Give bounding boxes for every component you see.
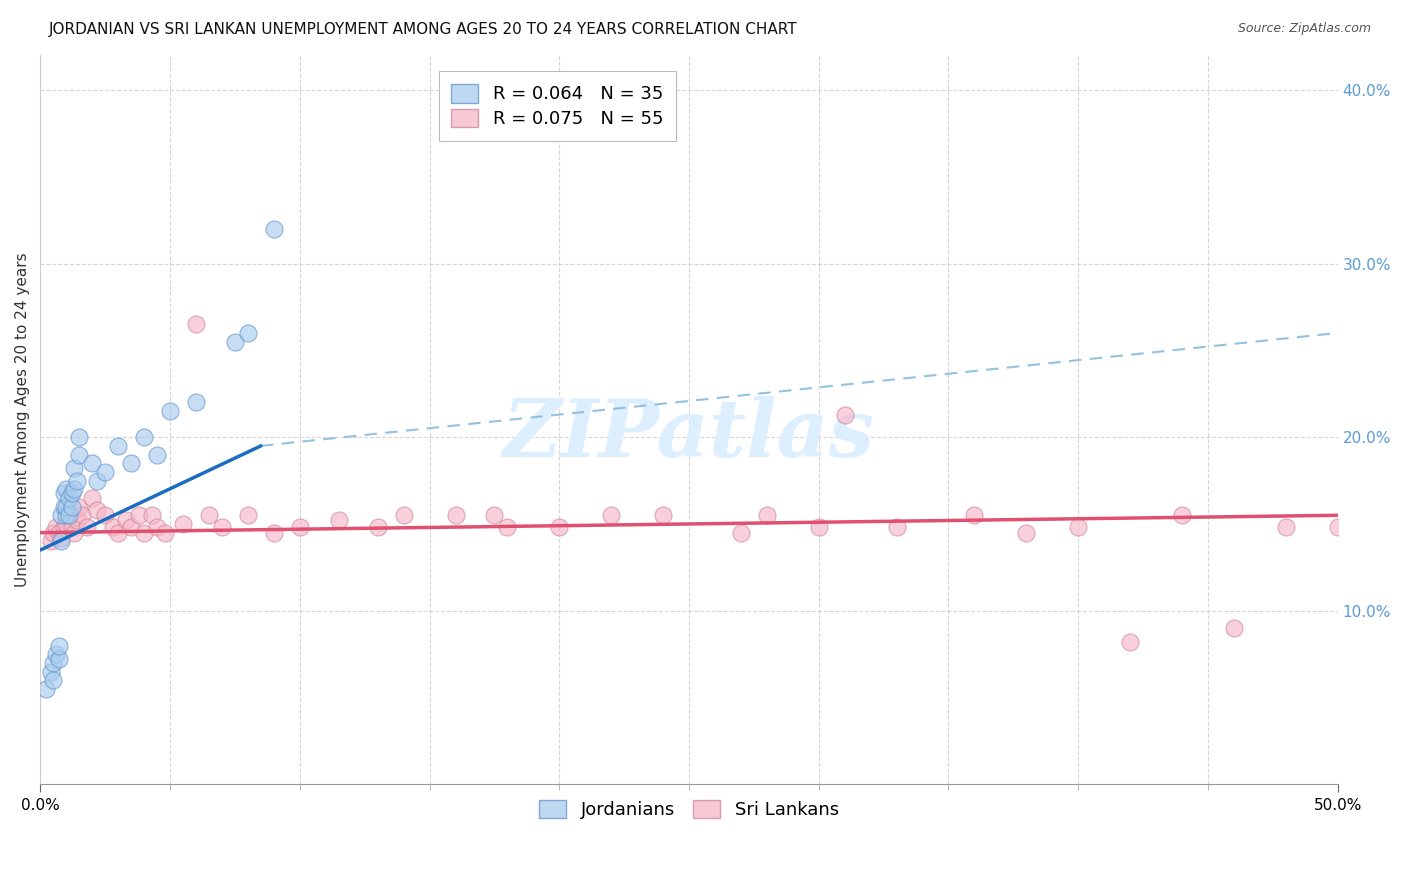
Point bbox=[886, 520, 908, 534]
Point bbox=[67, 448, 90, 462]
Point bbox=[58, 508, 80, 523]
Text: ZIPatlas: ZIPatlas bbox=[503, 396, 875, 473]
Point bbox=[51, 534, 73, 549]
Point bbox=[34, 681, 56, 696]
Point bbox=[63, 461, 86, 475]
Point bbox=[58, 508, 80, 523]
Point bbox=[55, 482, 77, 496]
Point bbox=[120, 520, 142, 534]
Point bbox=[82, 456, 104, 470]
Point bbox=[42, 656, 65, 670]
Point bbox=[55, 508, 77, 523]
Point bbox=[236, 326, 259, 340]
Point bbox=[600, 508, 623, 523]
Point bbox=[392, 508, 415, 523]
Point bbox=[48, 652, 70, 666]
Text: Source: ZipAtlas.com: Source: ZipAtlas.com bbox=[1237, 22, 1371, 36]
Point bbox=[1223, 621, 1246, 635]
Point bbox=[76, 520, 98, 534]
Point bbox=[1326, 520, 1348, 534]
Point bbox=[55, 516, 77, 531]
Point bbox=[1171, 508, 1194, 523]
Point bbox=[367, 520, 389, 534]
Point bbox=[86, 474, 108, 488]
Point bbox=[60, 520, 83, 534]
Point bbox=[755, 508, 778, 523]
Point bbox=[484, 508, 506, 523]
Point bbox=[1274, 520, 1296, 534]
Point bbox=[107, 525, 129, 540]
Point bbox=[963, 508, 986, 523]
Point bbox=[263, 221, 285, 235]
Point bbox=[153, 525, 176, 540]
Point bbox=[94, 508, 117, 523]
Point bbox=[807, 520, 830, 534]
Point bbox=[39, 534, 62, 549]
Point bbox=[42, 673, 65, 688]
Point bbox=[63, 482, 86, 496]
Point bbox=[496, 520, 519, 534]
Point bbox=[48, 525, 70, 540]
Point bbox=[101, 520, 124, 534]
Point bbox=[288, 520, 311, 534]
Point bbox=[172, 516, 194, 531]
Point bbox=[141, 508, 163, 523]
Point bbox=[58, 491, 80, 505]
Point bbox=[45, 520, 67, 534]
Point bbox=[1119, 635, 1142, 649]
Point bbox=[263, 525, 285, 540]
Point bbox=[730, 525, 752, 540]
Point bbox=[60, 485, 83, 500]
Point bbox=[86, 503, 108, 517]
Point bbox=[39, 665, 62, 679]
Point bbox=[52, 485, 75, 500]
Point bbox=[42, 525, 65, 540]
Point bbox=[52, 520, 75, 534]
Point bbox=[67, 500, 90, 514]
Point bbox=[55, 500, 77, 514]
Point bbox=[224, 334, 246, 349]
Point bbox=[834, 408, 856, 422]
Point bbox=[211, 520, 233, 534]
Point bbox=[134, 430, 156, 444]
Y-axis label: Unemployment Among Ages 20 to 24 years: Unemployment Among Ages 20 to 24 years bbox=[15, 252, 30, 587]
Point bbox=[52, 500, 75, 514]
Point bbox=[107, 439, 129, 453]
Point bbox=[66, 474, 89, 488]
Point bbox=[82, 491, 104, 505]
Point bbox=[70, 508, 93, 523]
Point bbox=[66, 514, 89, 528]
Point bbox=[159, 404, 181, 418]
Point bbox=[51, 508, 73, 523]
Point bbox=[198, 508, 221, 523]
Point bbox=[45, 647, 67, 661]
Point bbox=[94, 465, 117, 479]
Point bbox=[120, 456, 142, 470]
Text: JORDANIAN VS SRI LANKAN UNEMPLOYMENT AMONG AGES 20 TO 24 YEARS CORRELATION CHART: JORDANIAN VS SRI LANKAN UNEMPLOYMENT AMO… bbox=[49, 22, 797, 37]
Point bbox=[444, 508, 467, 523]
Point bbox=[1067, 520, 1090, 534]
Point bbox=[63, 525, 86, 540]
Point bbox=[184, 318, 207, 332]
Point bbox=[48, 639, 70, 653]
Point bbox=[115, 514, 138, 528]
Point bbox=[60, 500, 83, 514]
Point bbox=[236, 508, 259, 523]
Point bbox=[146, 448, 169, 462]
Point bbox=[67, 430, 90, 444]
Point bbox=[548, 520, 571, 534]
Point bbox=[128, 508, 150, 523]
Point bbox=[146, 520, 169, 534]
Point bbox=[1015, 525, 1038, 540]
Point bbox=[51, 531, 73, 545]
Point bbox=[134, 525, 156, 540]
Point bbox=[652, 508, 675, 523]
Point bbox=[328, 514, 350, 528]
Point bbox=[184, 395, 207, 409]
Legend: Jordanians, Sri Lankans: Jordanians, Sri Lankans bbox=[531, 793, 846, 827]
